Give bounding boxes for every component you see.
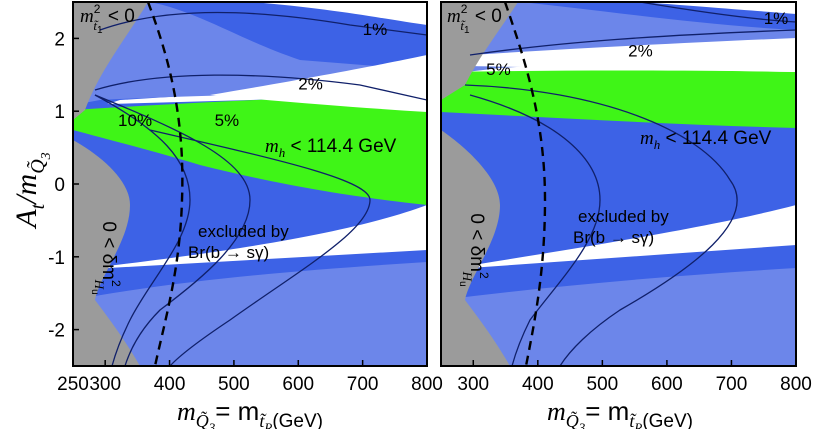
right-excluded-label-line2: Br(b → sγ) xyxy=(573,228,654,247)
right-contour-inner xyxy=(469,94,601,366)
right-excluded-label-line1: excluded by xyxy=(578,207,669,226)
right-contour-5pct xyxy=(464,84,738,366)
x-axis-label-right: mQ̃3= mt̃R(GeV) xyxy=(547,396,693,429)
left-excluded-label-line1: excluded by xyxy=(198,222,289,241)
left-contour-2pct xyxy=(94,74,427,101)
y-tick-label: 2 xyxy=(54,29,65,50)
right-dashed-boundary xyxy=(503,2,547,366)
x-tick-label: 700 xyxy=(716,374,748,395)
right-plot-frame xyxy=(440,1,797,367)
left-panel xyxy=(73,2,427,366)
y-tick-label: 0 xyxy=(54,175,65,196)
y-axis-label: At/mQ̃3 xyxy=(10,152,54,229)
y-tick-label: 1 xyxy=(54,102,65,123)
contour-label-1pct: 1% xyxy=(764,9,789,28)
x-tick-label: 800 xyxy=(780,374,812,395)
contour-label-5pct: 5% xyxy=(215,111,240,130)
x-tick-label: 500 xyxy=(587,374,619,395)
contour-label-2pct: 2% xyxy=(298,74,323,93)
x-tick-label: 600 xyxy=(651,374,683,395)
right-allowed-wedge xyxy=(470,38,796,72)
left-stop-tachyon-region xyxy=(73,2,148,120)
left-contour-10pct xyxy=(94,94,191,366)
svg-text:mQ̃3= mt̃R(GeV): mQ̃3= mt̃R(GeV) xyxy=(177,396,323,429)
x-tick-label: 500 xyxy=(218,374,250,395)
right-contour-1pct xyxy=(639,2,796,23)
y-tick-label: -2 xyxy=(48,321,65,342)
right-light-blue-region xyxy=(441,2,796,366)
x-tick-label: 600 xyxy=(282,374,314,395)
contour-label-10pct: 10% xyxy=(118,111,152,130)
svg-text:mQ̃3= mt̃R(GeV): mQ̃3= mt̃R(GeV) xyxy=(547,396,693,429)
x-axis-label-left: mQ̃3= mt̃R(GeV) xyxy=(177,396,323,429)
ylabel-A: A xyxy=(10,209,43,230)
contour-label-1pct: 1% xyxy=(363,20,388,39)
x-tick-label: 300 xyxy=(89,374,121,395)
right-stop-tachyon-label: m2 t̃1 < 0 xyxy=(447,2,502,36)
x-tick-label: 250 xyxy=(57,374,89,395)
contour-label-2pct: 2% xyxy=(628,42,653,61)
svg-text:0 < δm2Hu: 0 < δm2Hu xyxy=(457,213,491,286)
x-tick-label: 400 xyxy=(154,374,186,395)
x-tick-label: 300 xyxy=(457,374,489,395)
right-stop-tachyon-region xyxy=(441,2,518,100)
right-panel xyxy=(441,2,796,366)
left-contour-5pct xyxy=(94,94,251,366)
svg-text:At/mQ̃3: At/mQ̃3 xyxy=(10,152,54,229)
right-dmhu-region xyxy=(441,130,510,366)
left-dmhu-region xyxy=(73,140,140,366)
left-mh-excluded-region xyxy=(73,94,427,205)
left-mh-label: mh < 114.4 GeV xyxy=(265,136,397,160)
left-allowed-wedge xyxy=(210,55,427,112)
right-dmhu-label: 0 < δm2Hu xyxy=(457,213,491,286)
left-dashed-boundary xyxy=(146,2,184,366)
left-dmhu-label: 0 < δm2Hu xyxy=(89,221,123,294)
svg-text:0 < δm2Hu: 0 < δm2Hu xyxy=(89,221,123,294)
x-tick-label: 700 xyxy=(347,374,379,395)
right-mh-excluded-region xyxy=(441,70,796,128)
x-tick-label: 400 xyxy=(522,374,554,395)
left-excluded-label-line2: Br(b → sγ) xyxy=(188,243,269,262)
left-contour-1pct xyxy=(99,11,427,36)
right-contour-2pct xyxy=(469,29,796,56)
x-tick-label: 800 xyxy=(411,374,443,395)
contour-labels: 1% 2% 5% 10% 1% 2% 5% xyxy=(118,9,788,130)
left-contour-outer xyxy=(149,129,371,366)
right-mh-label: mh < 114.4 GeV xyxy=(640,128,772,152)
contour-label-5pct: 5% xyxy=(486,60,511,79)
y-tick-label: -1 xyxy=(48,248,65,269)
left-stop-tachyon-label: m2 t̃1 < 0 xyxy=(80,2,135,36)
